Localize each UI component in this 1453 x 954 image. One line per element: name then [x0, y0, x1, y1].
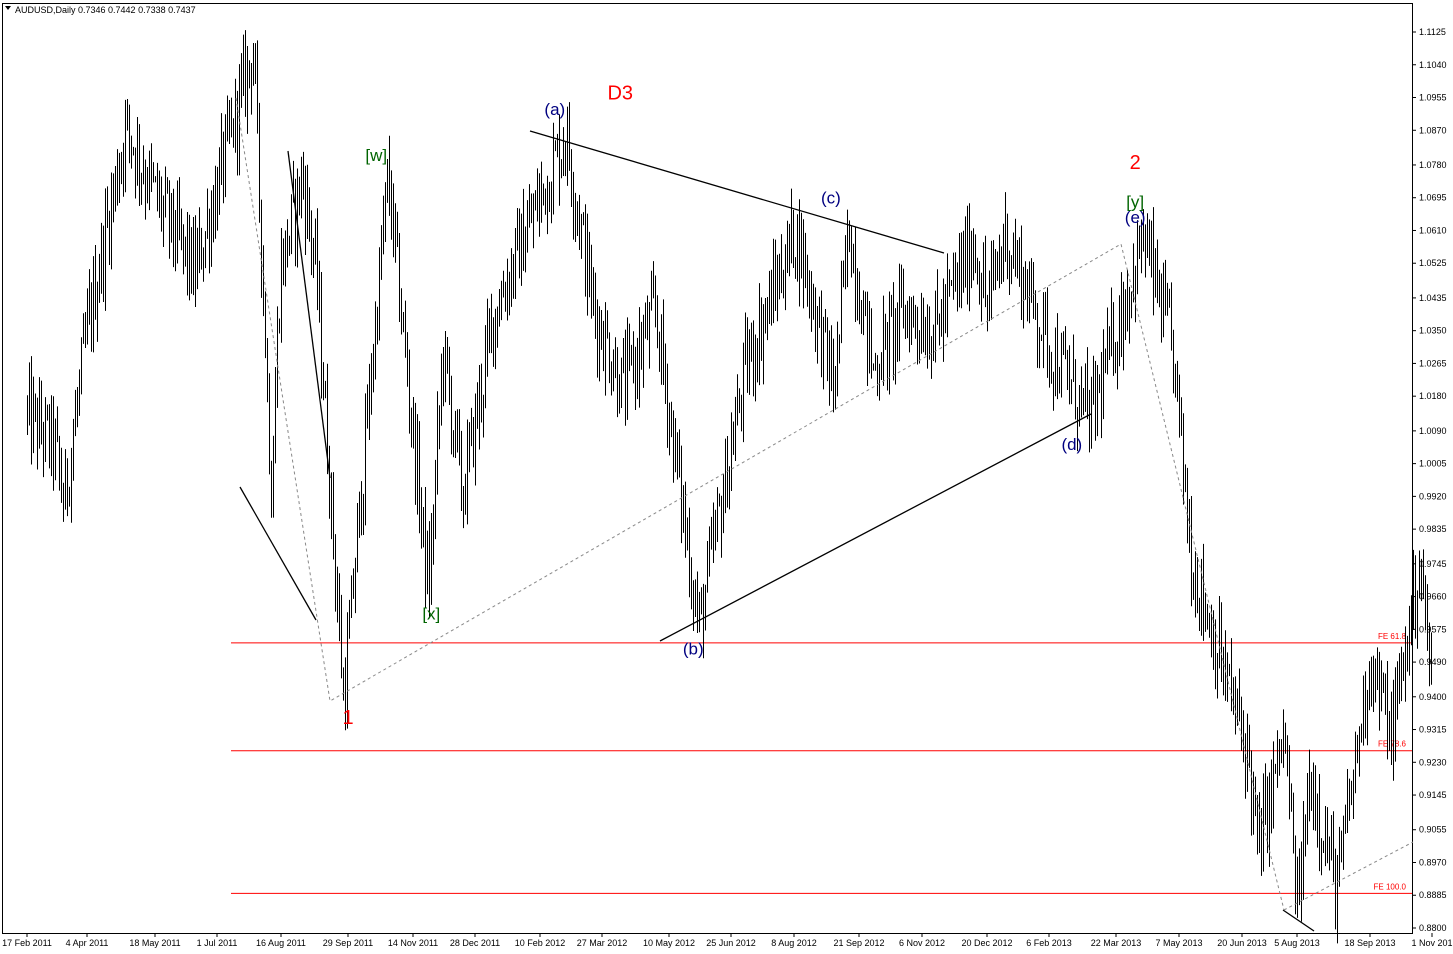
x-tick-label: 4 Apr 2011: [66, 938, 109, 948]
x-tick-label: 6 Feb 2013: [1026, 938, 1072, 948]
y-tick-label: 0.9835: [1419, 524, 1447, 534]
y-tick-label: 0.8885: [1419, 890, 1447, 900]
y-tick-label: 0.9230: [1419, 757, 1447, 767]
y-tick-label: 1.0435: [1419, 293, 1447, 303]
x-tick-label: 1 Nov 201: [1411, 938, 1452, 948]
chart-header: AUDUSD,Daily 0.7346 0.7442 0.7338 0.7437: [15, 5, 196, 15]
price-bars: [27, 30, 1432, 944]
y-tick-label: 0.9575: [1419, 624, 1447, 634]
x-tick-label: 8 Aug 2012: [771, 938, 817, 948]
fib-level-label: FE 100.0: [1374, 882, 1407, 891]
trendline-bottom: [1282, 909, 1315, 932]
wave-label: [w]: [365, 146, 387, 165]
y-tick-label: 0.9490: [1419, 657, 1447, 667]
y-tick-label: 1.0090: [1419, 426, 1447, 436]
dotted-zigzag: [235, 97, 1285, 911]
wave-label: 2: [1130, 152, 1141, 174]
x-tick-label: 18 May 2011: [129, 938, 180, 948]
y-tick-label: 1.0610: [1419, 225, 1447, 235]
wave-label: (e): [1125, 208, 1146, 227]
y-tick-label: 1.0265: [1419, 358, 1447, 368]
x-tick-label: 1 Jul 2011: [197, 938, 238, 948]
trendline-wave1-b: [287, 150, 331, 479]
x-tick-label: 16 Aug 2011: [256, 938, 306, 948]
trendline-wave1-a: [239, 486, 317, 621]
y-tick-label: 0.8800: [1419, 923, 1447, 933]
wave-label: (a): [544, 100, 565, 119]
x-tick-label: 7 May 2013: [1155, 938, 1202, 948]
y-tick-label: 1.0525: [1419, 258, 1447, 268]
x-tick-label: 10 Feb 2012: [515, 938, 566, 948]
x-tick-label: 29 Sep 2011: [323, 938, 373, 948]
y-tick-label: 1.0350: [1419, 326, 1447, 336]
y-tick-label: 0.9055: [1419, 825, 1447, 835]
y-tick-label: 1.0870: [1419, 125, 1447, 135]
y-tick-label: 0.9145: [1419, 790, 1447, 800]
y-tick-label: 1.1040: [1419, 60, 1447, 70]
y-tick-label: 0.9745: [1419, 559, 1447, 569]
wave-label: (d): [1061, 435, 1082, 454]
time-axis[interactable]: 17 Feb 2011 4 Apr 2011 18 May 2011 1 Jul 20…: [2, 933, 1453, 948]
y-tick-label: 1.0695: [1419, 193, 1447, 203]
x-tick-label: 18 Sep 2013: [1344, 938, 1395, 948]
y-tick-label: 1.0005: [1419, 459, 1447, 469]
fib-level-label: FE 78.6: [1378, 740, 1407, 749]
wave-label: 1: [342, 707, 353, 729]
wave-label: (b): [683, 639, 704, 658]
y-tick-label: 1.0780: [1419, 160, 1447, 170]
trendlines: [235, 97, 1414, 932]
x-tick-label: 21 Sep 2012: [833, 938, 884, 948]
x-tick-label: 22 Mar 2013: [1091, 938, 1142, 948]
y-tick-label: 0.9660: [1419, 592, 1447, 602]
symbol-dropdown-icon[interactable]: [5, 6, 11, 10]
wave-label: [x]: [422, 605, 440, 624]
wave-label: D3: [607, 82, 633, 104]
x-tick-label: 6 Nov 2012: [899, 938, 945, 948]
dotted-channel: [1283, 841, 1414, 911]
x-tick-label: 28 Dec 2011: [450, 938, 500, 948]
wave-labels: D3 [w] [x] 1 (a) (b) (c) (d) 2 [y](e): [342, 82, 1145, 728]
x-tick-label: 20 Jun 2013: [1217, 938, 1267, 948]
y-tick-label: 1.0180: [1419, 391, 1447, 401]
y-tick-label: 1.1125: [1419, 27, 1446, 37]
x-tick-label: 10 May 2012: [643, 938, 695, 948]
x-tick-label: 5 Aug 2013: [1274, 938, 1320, 948]
fib-level-label: FE 61.8: [1378, 632, 1407, 641]
x-tick-label: 17 Feb 2011: [2, 938, 52, 948]
triangle-upper-line: [529, 130, 945, 254]
x-tick-label: 27 Mar 2012: [577, 938, 628, 948]
y-tick-label: 1.0955: [1419, 93, 1447, 103]
price-axis[interactable]: 1.1125 1.1040 1.0955 1.0870 1.0780 1.0695 1.06…: [1412, 27, 1447, 933]
wave-label: [y]: [1126, 192, 1144, 211]
wave-label: (c): [821, 188, 841, 207]
y-tick-label: 0.9920: [1419, 491, 1447, 501]
triangle-lower-line: [659, 413, 1092, 642]
x-tick-label: 14 Nov 2011: [388, 938, 438, 948]
x-tick-label: 25 Jun 2012: [706, 938, 756, 948]
plot-frame: [2, 3, 1413, 934]
y-tick-label: 0.8970: [1419, 857, 1447, 867]
y-tick-label: 0.9315: [1419, 725, 1447, 735]
x-tick-label: 20 Dec 2012: [961, 938, 1012, 948]
y-tick-label: 0.9400: [1419, 692, 1447, 702]
